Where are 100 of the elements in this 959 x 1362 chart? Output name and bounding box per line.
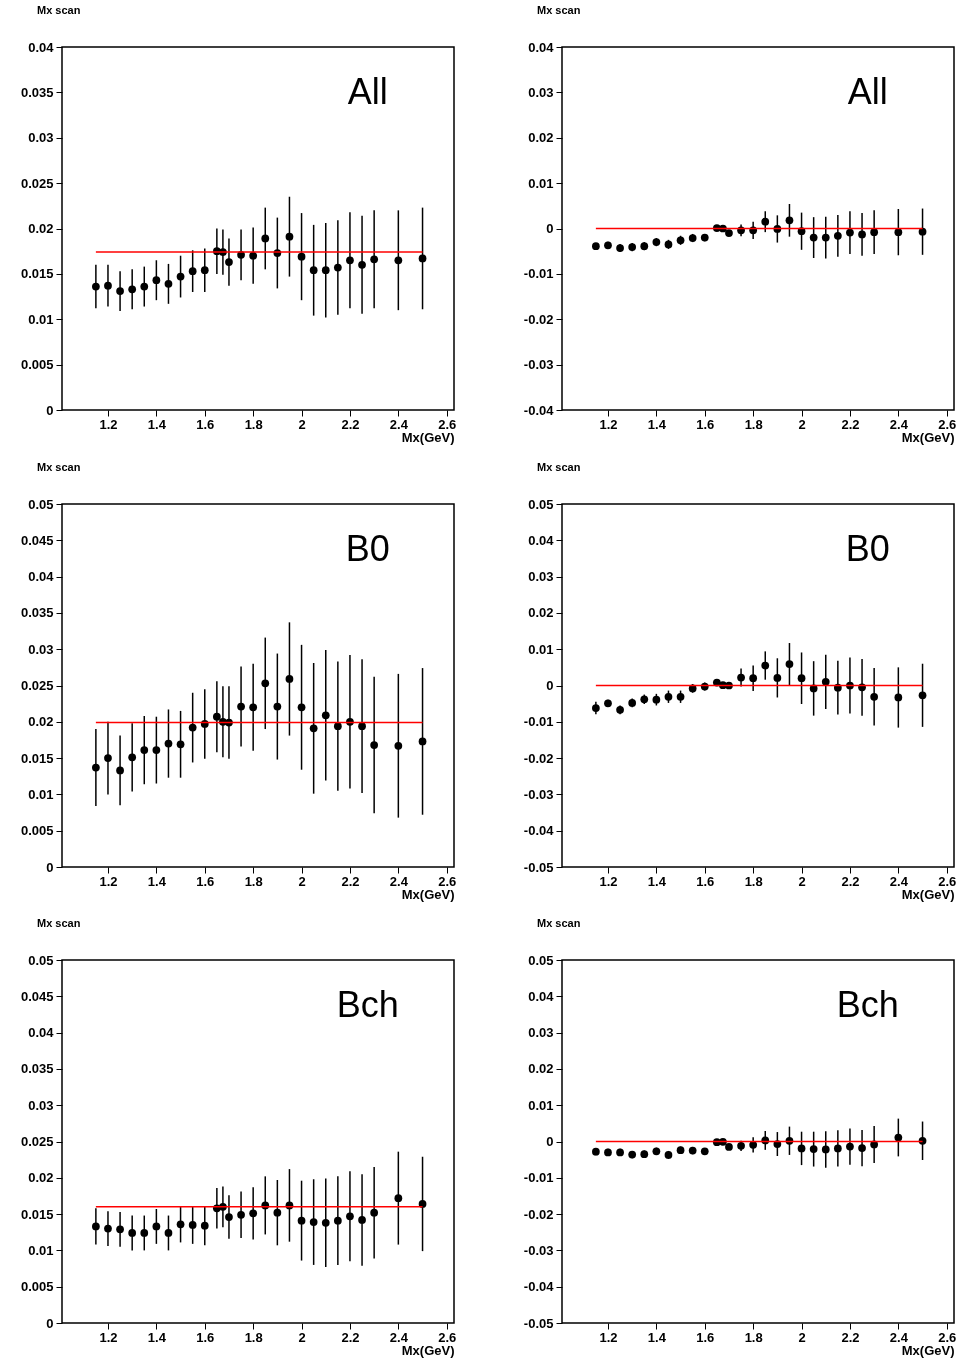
x-tick-label: 2.4: [889, 416, 909, 432]
x-axis-title: Mx(GeV): [901, 886, 955, 901]
y-tick-label: 0.035: [20, 604, 54, 620]
x-tick-label: 1.8: [744, 873, 763, 888]
y-tick-label: 0.04: [528, 532, 555, 548]
y-tick-label: 0.03: [528, 568, 554, 584]
chart-title: Mx scan: [37, 460, 81, 473]
x-tick-label: 1.8: [244, 873, 263, 888]
y-tick-label: 0.005: [20, 357, 54, 373]
y-tick-label: 0.04: [528, 39, 555, 55]
x-tick-label: 1.4: [647, 873, 667, 888]
y-tick-label: -0.04: [523, 822, 555, 838]
y-tick-label: 0.025: [20, 1134, 54, 1149]
x-tick-label: 2.2: [841, 1329, 860, 1345]
x-tick-label: 1.2: [99, 873, 118, 888]
y-tick-label: 0.035: [20, 84, 54, 100]
y-tick-label: 0.015: [20, 750, 54, 766]
y-tick-label: -0.03: [523, 1242, 554, 1258]
x-tick-label: 1.6: [696, 873, 715, 888]
x-tick-label: 1.8: [744, 1329, 763, 1345]
x-tick-label: 2.4: [389, 1329, 409, 1345]
x-tick-label: 1.4: [147, 416, 167, 432]
y-tick-label: 0.015: [20, 266, 54, 282]
y-tick-label: 0.01: [28, 311, 54, 327]
x-tick-label: 2.2: [841, 873, 860, 888]
y-tick-label: 0.02: [528, 604, 554, 620]
y-tick-label: 0.03: [528, 84, 554, 100]
x-tick-label: 2.4: [889, 1329, 909, 1345]
y-tick-label: -0.05: [523, 1315, 554, 1331]
y-tick-label: 0.01: [28, 1242, 54, 1258]
y-tick-label: 0.05: [28, 496, 54, 511]
y-tick-label: -0.02: [523, 750, 554, 766]
x-tick-label: 1.6: [196, 416, 215, 432]
y-tick-label: 0: [546, 221, 554, 236]
y-tick-label: 0.045: [20, 988, 54, 1004]
y-tick-label: 0.01: [528, 641, 554, 657]
y-tick-label: 0.03: [28, 130, 54, 146]
y-tick-label: 0: [546, 1134, 554, 1149]
annotation: B0: [845, 527, 890, 569]
y-tick-label: 0.03: [28, 1097, 54, 1113]
x-tick-label: 2: [798, 416, 806, 432]
y-tick-label: -0.02: [523, 311, 554, 327]
x-axis-title: Mx(GeV): [401, 886, 455, 901]
y-tick-label: 0.04: [28, 39, 55, 55]
x-axis-title: Mx(GeV): [401, 1342, 455, 1358]
annotation: All: [847, 71, 888, 112]
x-tick-label: 2.6: [438, 873, 457, 888]
x-tick-label: 1.2: [99, 416, 118, 432]
y-tick-label: 0.05: [28, 952, 54, 968]
x-tick-label: 2.4: [889, 873, 909, 888]
annotation: Bch: [336, 984, 399, 1025]
y-tick-label: 0: [46, 402, 54, 418]
y-tick-label: 0.04: [528, 988, 555, 1004]
x-tick-label: 1.4: [647, 416, 667, 432]
y-tick-label: 0.02: [528, 130, 554, 146]
x-tick-label: 2: [798, 873, 806, 888]
x-tick-label: 1.4: [147, 1329, 167, 1345]
y-tick-label: 0.005: [20, 822, 54, 838]
x-tick-label: 1.6: [696, 416, 715, 432]
x-tick-label: 1.4: [647, 1329, 667, 1345]
annotation: All: [347, 71, 388, 112]
y-tick-label: -0.03: [523, 357, 554, 373]
x-tick-label: 1.8: [244, 1329, 263, 1345]
x-axis-title: Mx(GeV): [901, 1342, 955, 1358]
y-tick-label: -0.04: [523, 1279, 555, 1295]
y-tick-label: -0.05: [523, 859, 554, 874]
y-tick-label: 0.03: [28, 641, 54, 657]
y-tick-label: 0.02: [28, 713, 54, 729]
y-tick-label: 0.03: [528, 1025, 554, 1041]
y-tick-label: 0.04: [28, 1025, 55, 1041]
y-tick-label: 0: [46, 1315, 54, 1331]
x-tick-label: 2.2: [341, 1329, 360, 1345]
y-tick-label: 0.02: [528, 1061, 554, 1077]
x-tick-label: 1.6: [196, 873, 215, 888]
x-tick-label: 2.6: [938, 1329, 957, 1345]
x-tick-label: 1.8: [744, 416, 763, 432]
y-tick-label: 0: [46, 859, 54, 874]
y-tick-label: -0.03: [523, 786, 554, 802]
y-tick-label: -0.01: [523, 1170, 554, 1186]
y-tick-label: 0.01: [528, 1097, 554, 1113]
x-tick-label: 2.2: [841, 416, 860, 432]
annotation: Bch: [836, 984, 899, 1025]
y-tick-label: 0.01: [28, 786, 54, 802]
y-tick-label: 0.015: [20, 1206, 54, 1222]
x-tick-label: 2: [298, 873, 306, 888]
x-axis-title: Mx(GeV): [901, 429, 955, 445]
y-tick-label: -0.02: [523, 1206, 554, 1222]
y-tick-label: 0.025: [20, 175, 54, 191]
y-tick-label: 0.05: [528, 952, 554, 968]
x-tick-label: 1.2: [99, 1329, 118, 1345]
x-tick-label: 2.6: [438, 1329, 457, 1345]
x-tick-label: 2.6: [938, 416, 957, 432]
x-tick-label: 2.6: [938, 873, 957, 888]
y-tick-label: 0.05: [528, 496, 554, 511]
y-tick-label: 0: [546, 677, 554, 693]
y-tick-label: 0.005: [20, 1279, 54, 1295]
y-tick-label: 0.01: [528, 175, 554, 191]
x-tick-label: 1.2: [599, 416, 618, 432]
y-tick-label: -0.01: [523, 266, 554, 282]
y-tick-label: 0.025: [20, 677, 54, 693]
